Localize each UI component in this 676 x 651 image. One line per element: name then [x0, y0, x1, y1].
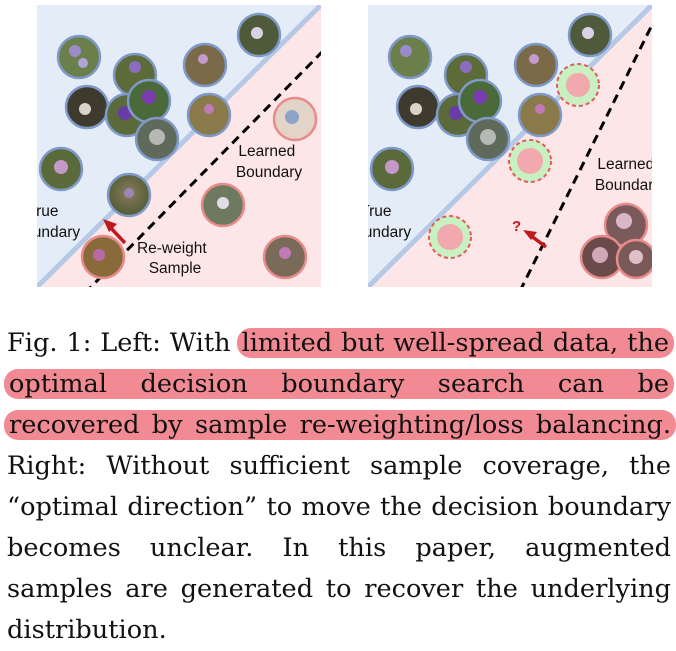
sample-blue	[517, 92, 563, 138]
true-boundary-line	[368, 5, 652, 287]
augmented-sample	[556, 63, 600, 107]
learned-boundary-label: Learned Boundary	[595, 156, 652, 194]
reweight-sample-label: Re-weight Sample	[137, 240, 211, 277]
true-boundary-line	[37, 5, 321, 287]
sample-blue	[56, 34, 102, 80]
sample-blue	[465, 116, 511, 162]
right-panel: ? True Boundary Learned Boundary	[368, 5, 652, 287]
sample-blue	[513, 42, 559, 88]
question-mark: ?	[512, 218, 521, 235]
sample-blue	[182, 42, 228, 88]
sample-blue	[126, 78, 172, 124]
sample-blue	[38, 146, 84, 192]
sample-blue	[106, 172, 152, 218]
sample-blue	[64, 84, 110, 130]
true-boundary-label: True Boundary	[368, 203, 411, 241]
augmented-sample	[428, 215, 472, 259]
fig-label: Fig. 1:	[7, 328, 92, 358]
sample-pink	[200, 182, 246, 228]
uncertain-direction-arrow	[523, 230, 548, 249]
sample-pink	[80, 234, 126, 280]
sample-blue	[395, 84, 441, 130]
learned-boundary-line	[88, 50, 321, 287]
sample-blue	[186, 92, 232, 138]
left-panel: True Boundary Learned Boundary Re-weight…	[37, 5, 321, 287]
caption-left-intro: Left: With	[100, 328, 231, 358]
sample-blue	[369, 146, 415, 192]
learned-boundary-line	[520, 24, 652, 287]
sample-blue	[236, 12, 282, 58]
figure-caption: Fig. 1: Left: With limited but well-spre…	[4, 323, 676, 651]
reweight-arrow	[103, 219, 127, 245]
sample-blue	[567, 12, 613, 58]
sample-blue	[387, 34, 433, 80]
sample-blue	[134, 116, 180, 162]
figure-1: True Boundary Learned Boundary Re-weight…	[0, 0, 676, 300]
sample-pink	[262, 234, 308, 280]
sample-pink	[272, 96, 318, 142]
augmented-sample	[508, 139, 552, 183]
sample-pink	[615, 238, 652, 280]
sample-blue	[457, 78, 503, 124]
sample-pink	[579, 234, 625, 280]
caption-right-text: Right: Without sufficient sample coverag…	[7, 451, 671, 645]
learned-boundary-label: Learned Boundary	[236, 143, 303, 181]
true-boundary-label: True Boundary	[37, 203, 80, 241]
